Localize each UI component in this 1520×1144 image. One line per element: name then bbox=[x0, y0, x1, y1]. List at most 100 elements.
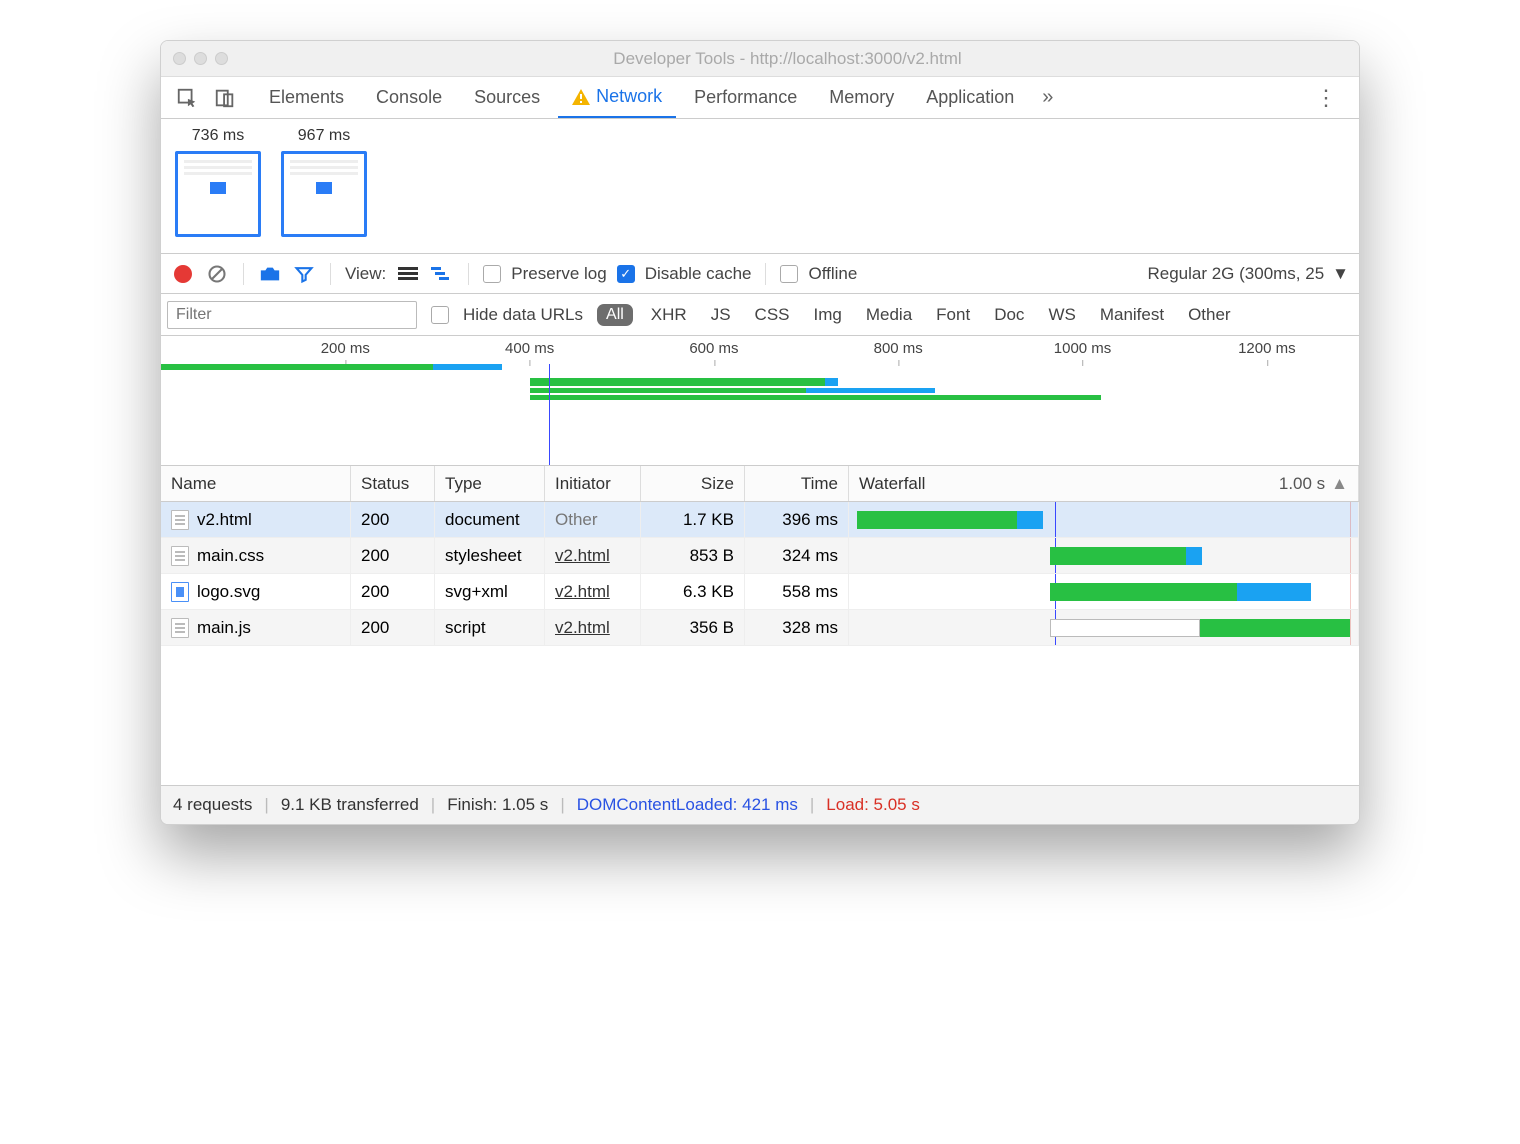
overview-bar bbox=[433, 364, 502, 370]
request-status: 200 bbox=[351, 574, 435, 609]
request-status: 200 bbox=[351, 610, 435, 645]
overview-bar bbox=[530, 388, 806, 393]
overview-bar bbox=[530, 378, 825, 386]
clear-button[interactable] bbox=[205, 262, 229, 286]
hide-data-urls-checkbox[interactable] bbox=[431, 306, 449, 324]
screenshots-icon[interactable] bbox=[258, 262, 282, 286]
rows-blank bbox=[161, 646, 1359, 786]
file-icon bbox=[171, 546, 189, 566]
offline-label: Offline bbox=[808, 264, 857, 284]
minimize-dot[interactable] bbox=[194, 52, 207, 65]
filter-type-other[interactable]: Other bbox=[1184, 305, 1235, 325]
status-bar: 4 requests | 9.1 KB transferred | Finish… bbox=[161, 786, 1359, 824]
filter-type-ws[interactable]: WS bbox=[1044, 305, 1079, 325]
waterfall-marker bbox=[1350, 574, 1351, 609]
waterfall-bar bbox=[1050, 619, 1200, 637]
filter-toggle-icon[interactable] bbox=[292, 262, 316, 286]
col-time[interactable]: Time bbox=[745, 466, 849, 501]
kebab-menu-icon[interactable]: ⋮ bbox=[1299, 85, 1353, 111]
tab-elements[interactable]: Elements bbox=[255, 77, 358, 118]
devtools-window: Developer Tools - http://localhost:3000/… bbox=[160, 40, 1360, 825]
filter-type-media[interactable]: Media bbox=[862, 305, 916, 325]
col-waterfall[interactable]: Waterfall 1.00 s ▲ bbox=[849, 466, 1359, 501]
table-header: Name Status Type Initiator Size Time Wat… bbox=[161, 466, 1359, 502]
filter-type-doc[interactable]: Doc bbox=[990, 305, 1028, 325]
overview-tick: 1000 ms bbox=[1054, 340, 1112, 357]
filter-type-manifest[interactable]: Manifest bbox=[1096, 305, 1168, 325]
request-row[interactable]: main.css200stylesheetv2.html853 B324 ms bbox=[161, 538, 1359, 574]
tab-console[interactable]: Console bbox=[362, 77, 456, 118]
filter-all-pill[interactable]: All bbox=[597, 304, 633, 326]
request-row[interactable]: main.js200scriptv2.html356 B328 ms bbox=[161, 610, 1359, 646]
filter-type-css[interactable]: CSS bbox=[751, 305, 794, 325]
sb-requests: 4 requests bbox=[173, 795, 252, 815]
request-size: 1.7 KB bbox=[641, 502, 745, 537]
request-time: 396 ms bbox=[745, 502, 849, 537]
view-waterfall-icon[interactable] bbox=[430, 262, 454, 286]
col-size[interactable]: Size bbox=[641, 466, 745, 501]
request-waterfall bbox=[849, 502, 1359, 537]
file-icon bbox=[171, 618, 189, 638]
throttle-select[interactable]: Regular 2G (300ms, 25 ▼ bbox=[1147, 264, 1349, 284]
request-row[interactable]: v2.html200documentOther1.7 KB396 ms bbox=[161, 502, 1359, 538]
file-icon bbox=[171, 510, 189, 530]
tab-sources[interactable]: Sources bbox=[460, 77, 554, 118]
request-time: 324 ms bbox=[745, 538, 849, 573]
overview-tick: 600 ms bbox=[689, 340, 738, 357]
col-name[interactable]: Name bbox=[161, 466, 351, 501]
chevron-down-icon: ▼ bbox=[1332, 264, 1349, 284]
zoom-dot[interactable] bbox=[215, 52, 228, 65]
overview-tick: 800 ms bbox=[874, 340, 923, 357]
filter-type-xhr[interactable]: XHR bbox=[647, 305, 691, 325]
col-status[interactable]: Status bbox=[351, 466, 435, 501]
throttle-value: Regular 2G (300ms, 25 bbox=[1147, 264, 1324, 284]
request-initiator[interactable]: v2.html bbox=[555, 582, 610, 602]
filmstrip-frame[interactable]: 736 ms bbox=[175, 127, 261, 237]
request-initiator[interactable]: Other bbox=[555, 510, 598, 530]
waterfall-marker bbox=[1350, 538, 1351, 573]
filmstrip-frame[interactable]: 967 ms bbox=[281, 127, 367, 237]
overview-tick: 200 ms bbox=[321, 340, 370, 357]
sb-finish: Finish: 1.05 s bbox=[447, 795, 548, 815]
tab-network[interactable]: Network bbox=[558, 77, 676, 118]
col-initiator[interactable]: Initiator bbox=[545, 466, 641, 501]
file-icon bbox=[171, 582, 189, 602]
overview-timeline[interactable]: 200 ms400 ms600 ms800 ms1000 ms1200 ms bbox=[161, 336, 1359, 466]
overview-tick: 400 ms bbox=[505, 340, 554, 357]
request-name: main.css bbox=[197, 546, 264, 566]
overview-bar bbox=[161, 364, 433, 370]
sb-load: Load: 5.05 s bbox=[826, 795, 920, 815]
tab-application[interactable]: Application bbox=[912, 77, 1028, 118]
tab-memory[interactable]: Memory bbox=[815, 77, 908, 118]
request-waterfall bbox=[849, 610, 1359, 645]
close-dot[interactable] bbox=[173, 52, 186, 65]
filter-type-img[interactable]: Img bbox=[810, 305, 846, 325]
disable-cache-checkbox[interactable]: ✓ bbox=[617, 265, 635, 283]
request-waterfall bbox=[849, 538, 1359, 573]
offline-checkbox[interactable] bbox=[780, 265, 798, 283]
waterfall-scale: 1.00 s bbox=[1279, 474, 1325, 494]
device-toggle-icon[interactable] bbox=[213, 86, 237, 110]
record-button[interactable] bbox=[171, 262, 195, 286]
overview-marker bbox=[549, 364, 550, 465]
request-initiator[interactable]: v2.html bbox=[555, 546, 610, 566]
waterfall-bar bbox=[1237, 583, 1311, 601]
waterfall-marker bbox=[1350, 610, 1351, 645]
waterfall-marker bbox=[1350, 502, 1351, 537]
inspect-icon[interactable] bbox=[175, 86, 199, 110]
col-type[interactable]: Type bbox=[435, 466, 545, 501]
filter-input[interactable] bbox=[167, 301, 417, 329]
preserve-log-checkbox[interactable] bbox=[483, 265, 501, 283]
sb-dcl: DOMContentLoaded: 421 ms bbox=[577, 795, 798, 815]
view-list-icon[interactable] bbox=[396, 262, 420, 286]
request-status: 200 bbox=[351, 502, 435, 537]
filter-type-font[interactable]: Font bbox=[932, 305, 974, 325]
waterfall-bar bbox=[1200, 619, 1350, 637]
filter-type-js[interactable]: JS bbox=[707, 305, 735, 325]
tab-performance[interactable]: Performance bbox=[680, 77, 811, 118]
request-row[interactable]: logo.svg200svg+xmlv2.html6.3 KB558 ms bbox=[161, 574, 1359, 610]
waterfall-marker bbox=[1055, 502, 1056, 537]
overview-bar bbox=[530, 395, 1101, 400]
request-initiator[interactable]: v2.html bbox=[555, 618, 610, 638]
more-tabs-icon[interactable]: » bbox=[1032, 86, 1063, 109]
